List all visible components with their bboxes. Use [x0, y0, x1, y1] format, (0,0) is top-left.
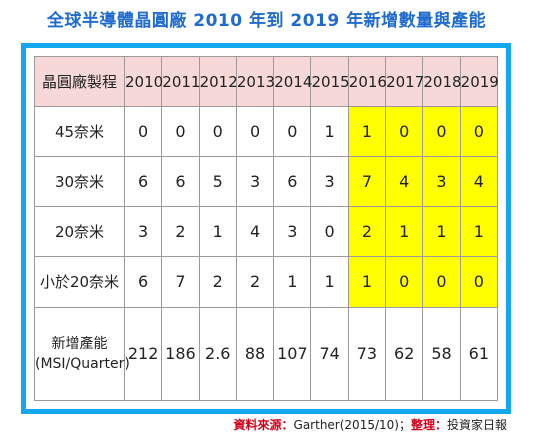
- table-cell: 2: [235, 256, 275, 308]
- year-header: 2015: [310, 55, 350, 108]
- year-header: 2010: [123, 55, 163, 108]
- table-cell: 0: [123, 106, 163, 158]
- table-row: 小於20奈米 6 7 2 2 1 1 1 0 0 0: [34, 256, 499, 308]
- table-cell: 0: [235, 106, 275, 158]
- table-cell-highlight: 3: [422, 156, 461, 208]
- capacity-cell: 62: [385, 306, 424, 402]
- table-cell: 1: [310, 106, 349, 158]
- year-header: 2013: [235, 55, 275, 108]
- table-row: 20奈米 3 2 1 4 3 0 2 1 1 1: [34, 206, 499, 258]
- source-text: Garther(2015/10)；: [293, 418, 411, 432]
- capacity-cell: 212: [123, 306, 163, 402]
- table-header-row: 晶圓廠製程 2010 2011 2012 2013 2014 2015 2016…: [34, 55, 499, 108]
- table-cell: 5: [198, 156, 237, 208]
- capacity-label-line1: 新增產能: [51, 335, 108, 352]
- table-cell: 3: [123, 206, 163, 258]
- year-header: 2016: [347, 55, 387, 108]
- table-cell: 6: [123, 156, 163, 208]
- table-cell-highlight: 0: [422, 106, 461, 158]
- row-label: 小於20奈米: [34, 256, 125, 308]
- table-cell: 0: [273, 106, 312, 158]
- table-cell-highlight: 2: [347, 206, 387, 258]
- table-cell: 4: [235, 206, 275, 258]
- table-cell: 2: [198, 256, 237, 308]
- capacity-cell: 107: [273, 306, 312, 402]
- table-cell-highlight: 4: [385, 156, 424, 208]
- row-label: 30奈米: [34, 156, 125, 208]
- table-cell: 0: [198, 106, 237, 158]
- capacity-label: 新增產能 (MSI/Quarter): [34, 306, 130, 402]
- capacity-cell: 186: [161, 306, 200, 402]
- row-label: 45奈米: [34, 106, 125, 158]
- table-cell-highlight: 7: [347, 156, 387, 208]
- compiled-text: 投資家日報: [446, 418, 507, 432]
- table-cell-highlight: 1: [385, 206, 424, 258]
- table-cell: 0: [161, 106, 200, 158]
- table-cell-highlight: 1: [347, 106, 387, 158]
- table-cell: 0: [310, 206, 349, 258]
- table-cell: 6: [161, 156, 200, 208]
- capacity-cell: 88: [235, 306, 275, 402]
- compiled-label: 整理：: [410, 418, 447, 432]
- table-cell: 2: [161, 206, 200, 258]
- year-header: 2019: [459, 55, 499, 108]
- capacity-row: 新增產能 (MSI/Quarter) 212 186 2.6 88 107 74…: [34, 306, 499, 402]
- source-label: 資料來源：: [233, 418, 294, 432]
- row-label: 20奈米: [34, 206, 125, 258]
- table-cell: 3: [235, 156, 275, 208]
- table-cell: 3: [310, 156, 349, 208]
- table-cell-highlight: 4: [459, 156, 499, 208]
- table-cell-highlight: 1: [459, 206, 499, 258]
- year-header: 2011: [161, 55, 200, 108]
- capacity-cell: 2.6: [198, 306, 237, 402]
- table-cell-highlight: 1: [422, 206, 461, 258]
- table-cell-highlight: 0: [459, 256, 499, 308]
- table-cell-highlight: 1: [347, 256, 387, 308]
- table-cell-highlight: 0: [385, 106, 424, 158]
- year-header: 2012: [198, 55, 238, 108]
- year-header: 2017: [385, 55, 424, 108]
- source-note: 資料來源：Garther(2015/10)；整理：投資家日報: [234, 416, 507, 433]
- table-frame: 晶圓廠製程 2010 2011 2012 2013 2014 2015 2016…: [21, 43, 511, 414]
- fab-table: 晶圓廠製程 2010 2011 2012 2013 2014 2015 2016…: [34, 55, 499, 402]
- capacity-cell: 58: [422, 306, 461, 402]
- capacity-label-line2: (MSI/Quarter): [35, 355, 130, 372]
- table-cell: 1: [198, 206, 237, 258]
- capacity-cell: 73: [347, 306, 387, 402]
- table-cell: 6: [123, 256, 163, 308]
- table-cell-highlight: 0: [459, 106, 499, 158]
- table-cell: 7: [161, 256, 200, 308]
- table-cell: 6: [273, 156, 312, 208]
- table-row: 45奈米 0 0 0 0 0 1 1 0 0 0: [34, 106, 499, 158]
- table-cell-highlight: 0: [385, 256, 424, 308]
- table-row: 30奈米 6 6 5 3 6 3 7 4 3 4: [34, 156, 499, 208]
- capacity-cell: 74: [310, 306, 349, 402]
- capacity-cell: 61: [459, 306, 499, 402]
- table-cell: 1: [273, 256, 312, 308]
- page-title: 全球半導體晶圓廠 2010 年到 2019 年新增數量與產能: [46, 11, 487, 31]
- year-header: 2018: [422, 55, 462, 108]
- corner-header: 晶圓廠製程: [34, 55, 125, 108]
- table-cell-highlight: 0: [422, 256, 461, 308]
- table-cell: 1: [310, 256, 349, 308]
- year-header: 2014: [273, 55, 312, 108]
- table-cell: 3: [273, 206, 312, 258]
